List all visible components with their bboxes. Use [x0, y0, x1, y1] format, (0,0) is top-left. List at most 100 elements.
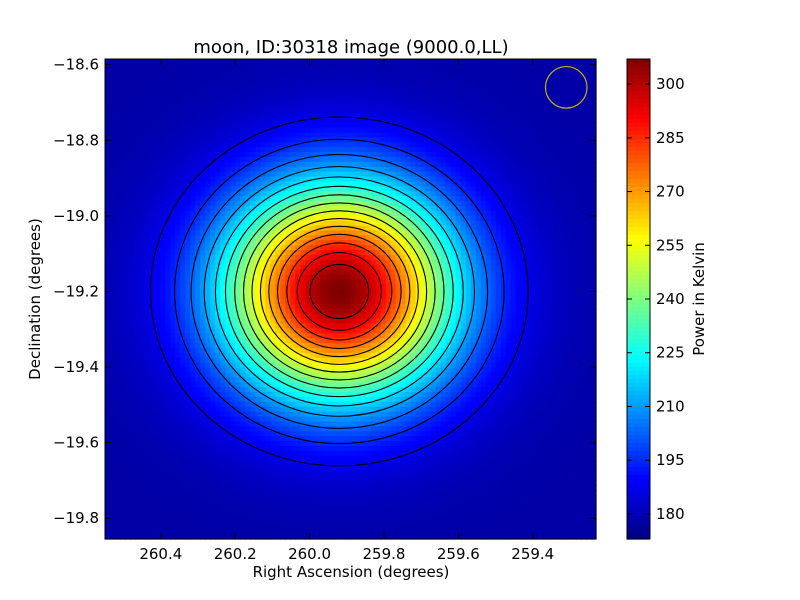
- heatmap-cell: [275, 445, 281, 452]
- heatmap-cell: [190, 490, 196, 496]
- heatmap-cell: [130, 132, 136, 138]
- heatmap-cell: [150, 166, 156, 173]
- heatmap-cell: [120, 279, 126, 285]
- heatmap-cell: [275, 318, 281, 325]
- heatmap-cell: [230, 343, 236, 349]
- heatmap-cell: [305, 323, 312, 329]
- heatmap-cell: [190, 494, 196, 501]
- heatmap-cell: [245, 529, 251, 535]
- heatmap-cell: [335, 411, 342, 418]
- heatmap-cell: [355, 112, 362, 119]
- heatmap-cell: [270, 171, 276, 178]
- heatmap-cell: [145, 431, 151, 437]
- heatmap-cell: [160, 68, 166, 75]
- heatmap-cell: [110, 294, 116, 300]
- heatmap-cell: [145, 485, 151, 491]
- heatmap-cell: [355, 524, 362, 530]
- heatmap-cell: [305, 534, 312, 540]
- heatmap-cell: [205, 480, 211, 486]
- heatmap-cell: [125, 181, 131, 187]
- heatmap-cell: [235, 445, 241, 452]
- heatmap-cell: [150, 387, 156, 393]
- heatmap-cell: [230, 328, 236, 334]
- heatmap-cell: [255, 455, 261, 462]
- heatmap-cell: [150, 112, 156, 119]
- heatmap-cell: [240, 284, 246, 290]
- heatmap-cell: [230, 377, 236, 383]
- heatmap-cell: [245, 436, 251, 442]
- heatmap-cell: [290, 441, 296, 447]
- heatmap-cell: [215, 509, 221, 516]
- heatmap-cell: [110, 460, 116, 467]
- heatmap-cell: [195, 191, 201, 197]
- heatmap-cell: [215, 411, 221, 418]
- heatmap-cell: [125, 103, 131, 109]
- heatmap-cell: [215, 504, 221, 511]
- heatmap-cell: [255, 534, 261, 540]
- heatmap-cell: [285, 73, 291, 80]
- heatmap-cell: [275, 274, 281, 281]
- heatmap-cell: [130, 68, 136, 75]
- heatmap-cell: [225, 494, 231, 501]
- heatmap-cell: [300, 245, 307, 251]
- heatmap-cell: [330, 338, 337, 344]
- heatmap-cell: [115, 328, 121, 334]
- heatmap-cell: [345, 254, 352, 261]
- heatmap-cell: [260, 436, 266, 442]
- heatmap-cell: [175, 215, 181, 222]
- heatmap-cell: [295, 107, 301, 114]
- heatmap-cell: [320, 494, 327, 501]
- heatmap-cell: [260, 347, 266, 354]
- heatmap-cell: [305, 450, 312, 457]
- heatmap-cell: [125, 83, 131, 89]
- heatmap-cell: [170, 107, 176, 114]
- heatmap-cell: [110, 103, 116, 109]
- heatmap-cell: [150, 406, 156, 413]
- heatmap-cell: [165, 103, 171, 109]
- heatmap-cell: [150, 107, 156, 114]
- heatmap-cell: [215, 225, 221, 232]
- heatmap-cell: [140, 352, 146, 359]
- heatmap-cell: [255, 269, 261, 276]
- heatmap-cell: [125, 328, 131, 334]
- heatmap-cell: [310, 323, 317, 329]
- heatmap-cell: [345, 465, 352, 472]
- heatmap-cell: [170, 455, 176, 462]
- heatmap-cell: [160, 465, 166, 472]
- heatmap-cell: [195, 436, 201, 442]
- heatmap-cell: [255, 490, 261, 496]
- heatmap-cell: [175, 147, 181, 153]
- heatmap-cell: [320, 529, 327, 535]
- heatmap-cell: [315, 215, 322, 222]
- heatmap-cell: [240, 269, 246, 276]
- heatmap-cell: [175, 294, 181, 300]
- heatmap-cell: [150, 264, 156, 271]
- heatmap-cell: [315, 308, 322, 315]
- heatmap-cell: [335, 465, 342, 472]
- heatmap-cell: [315, 73, 322, 80]
- heatmap-cell: [235, 387, 241, 393]
- heatmap-cell: [195, 78, 201, 85]
- heatmap-cell: [310, 299, 317, 305]
- heatmap-cell: [210, 416, 216, 423]
- heatmap-cell: [155, 352, 161, 359]
- heatmap-cell: [330, 347, 337, 354]
- heatmap-cell: [150, 98, 156, 104]
- heatmap-cell: [160, 279, 166, 285]
- heatmap-cell: [120, 499, 126, 506]
- heatmap-cell: [135, 382, 141, 388]
- heatmap-cell: [310, 352, 317, 359]
- heatmap-cell: [265, 519, 271, 525]
- heatmap-cell: [315, 220, 322, 227]
- heatmap-cell: [345, 401, 352, 408]
- heatmap-cell: [255, 333, 261, 339]
- heatmap-cell: [200, 112, 206, 119]
- heatmap-cell: [110, 63, 116, 70]
- heatmap-cell: [270, 137, 276, 143]
- heatmap-cell: [350, 333, 357, 339]
- heatmap-cell: [305, 436, 312, 442]
- heatmap-cell: [175, 519, 181, 525]
- heatmap-cell: [130, 343, 136, 349]
- heatmap-cell: [340, 83, 347, 89]
- heatmap-cell: [310, 73, 317, 80]
